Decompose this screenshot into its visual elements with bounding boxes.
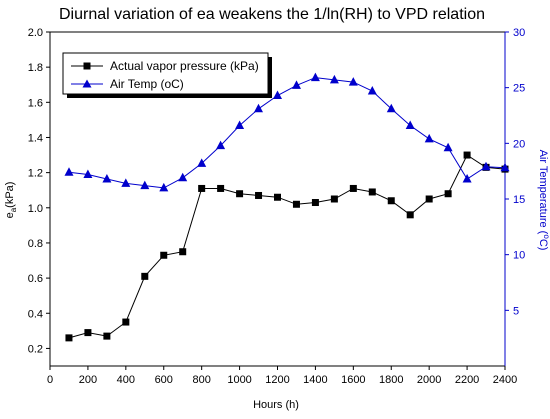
y-left-tick-label: 0.4	[28, 308, 43, 320]
x-tick-label: 2000	[417, 374, 441, 386]
y-left-axis-label: ea(kPa)	[4, 182, 18, 219]
data-point-air-temp	[500, 162, 510, 172]
y-right-tick-label: 5	[513, 305, 519, 317]
data-point-air-temp	[83, 169, 93, 178]
data-point-air-temp	[292, 80, 301, 89]
y-right-axis-label: Air Temperature (oC)	[537, 150, 550, 251]
y-right-tick-label: 25	[513, 83, 525, 95]
x-tick-label: 1400	[303, 374, 327, 386]
legend-box	[62, 52, 269, 95]
data-point-air-temp	[216, 140, 226, 150]
x-tick-label: 1600	[341, 374, 365, 386]
data-point-air-temp	[235, 120, 245, 129]
data-point-vapor-pressure	[387, 197, 395, 205]
y-right-label-sup: o	[542, 234, 550, 239]
data-point-air-temp	[178, 172, 188, 182]
y-right-tick-label: 15	[513, 194, 525, 206]
data-point-air-temp	[102, 174, 112, 183]
data-point-air-temp	[367, 86, 377, 95]
y-left-tick-label: 1.4	[28, 132, 43, 144]
x-tick-label: 1200	[265, 374, 289, 386]
chart-title: Diurnal variation of ea weakens the 1/ln…	[59, 6, 485, 23]
data-point-vapor-pressure	[292, 200, 300, 208]
x-tick-label: 2200	[455, 374, 479, 386]
data-point-vapor-pressure	[122, 318, 130, 326]
y-right-tick-label: 20	[513, 138, 525, 150]
x-tick-label: 800	[192, 374, 210, 386]
data-point-vapor-pressure	[103, 332, 111, 340]
legend: Actual vapor pressure (kPa) Air Temp (oC…	[62, 52, 272, 98]
data-point-air-temp	[140, 180, 150, 190]
y-left-tick-label: 2.0	[28, 27, 43, 39]
y-right-label-head: Air Temperature (	[537, 150, 549, 235]
data-point-vapor-pressure	[444, 190, 452, 198]
y-left-tick-label: 1.6	[28, 97, 43, 109]
x-tick-label: 600	[155, 374, 173, 386]
data-point-vapor-pressure	[311, 199, 319, 207]
data-point-vapor-pressure	[236, 190, 244, 198]
data-point-air-temp	[405, 120, 415, 129]
data-point-vapor-pressure	[368, 188, 376, 196]
data-point-vapor-pressure	[463, 151, 471, 159]
data-point-vapor-pressure	[330, 195, 338, 203]
legend-label-temp: Air Temp (oC)	[110, 77, 184, 91]
y-left-tick-label: 1.8	[28, 62, 43, 74]
y-left-tick-label: 0.2	[28, 343, 43, 355]
ticks-group: 0 200 400 600 800 1000 1200 1400 1600 1800 2000 220…	[28, 27, 526, 386]
y-left-tick-label: 1.2	[28, 168, 43, 180]
data-point-air-temp	[424, 133, 434, 143]
data-point-air-temp	[462, 174, 472, 183]
y-left-tick-label: 0.6	[28, 273, 43, 285]
data-point-vapor-pressure	[406, 211, 414, 219]
x-tick-label: 2400	[493, 374, 517, 386]
data-point-vapor-pressure	[141, 272, 149, 280]
data-point-air-temp	[443, 142, 453, 152]
series-line-vapor-pressure	[68, 154, 506, 339]
data-point-vapor-pressure	[274, 193, 281, 201]
y-right-label-tail: C)	[537, 239, 549, 251]
x-tick-label: 200	[79, 374, 97, 386]
data-point-vapor-pressure	[160, 251, 168, 259]
data-point-air-temp	[329, 74, 339, 84]
data-point-vapor-pressure	[84, 329, 92, 337]
x-tick-label: 0	[47, 374, 53, 386]
y-left-tick-label: 1.0	[28, 203, 43, 215]
data-point-vapor-pressure	[179, 248, 187, 256]
data-point-vapor-pressure	[198, 184, 206, 192]
y-left-label-sub: a	[9, 207, 18, 212]
x-axis-label: Hours (h)	[253, 399, 299, 411]
legend-marker-temp	[82, 79, 92, 88]
y-left-label-main: e	[4, 212, 16, 218]
y-left-tick-label: 0.8	[28, 238, 43, 250]
x-tick-label: 400	[117, 374, 135, 386]
data-point-air-temp	[386, 103, 396, 113]
y-right-tick-label: 10	[513, 250, 525, 262]
data-point-air-temp	[197, 158, 207, 167]
legend-label-vapor: Actual vapor pressure (kPa)	[110, 59, 259, 73]
data-point-air-temp	[310, 72, 320, 82]
data-point-vapor-pressure	[425, 195, 433, 203]
x-tick-label: 1000	[227, 374, 251, 386]
series-layer	[64, 72, 510, 342]
data-point-air-temp	[254, 103, 263, 113]
data-point-vapor-pressure	[65, 334, 73, 342]
data-point-air-temp	[481, 161, 491, 171]
data-point-vapor-pressure	[255, 191, 263, 199]
data-point-air-temp	[273, 90, 282, 99]
data-point-air-temp	[159, 182, 169, 192]
legend-marker-vapor	[83, 62, 91, 70]
data-point-vapor-pressure	[217, 184, 225, 192]
data-point-vapor-pressure	[349, 184, 357, 192]
y-right-tick-label: 30	[513, 27, 525, 39]
data-point-air-temp	[348, 77, 358, 86]
y-left-label-tail: (kPa)	[4, 182, 16, 208]
data-point-air-temp	[64, 167, 74, 176]
data-point-air-temp	[121, 178, 131, 187]
x-tick-label: 1800	[379, 374, 403, 386]
